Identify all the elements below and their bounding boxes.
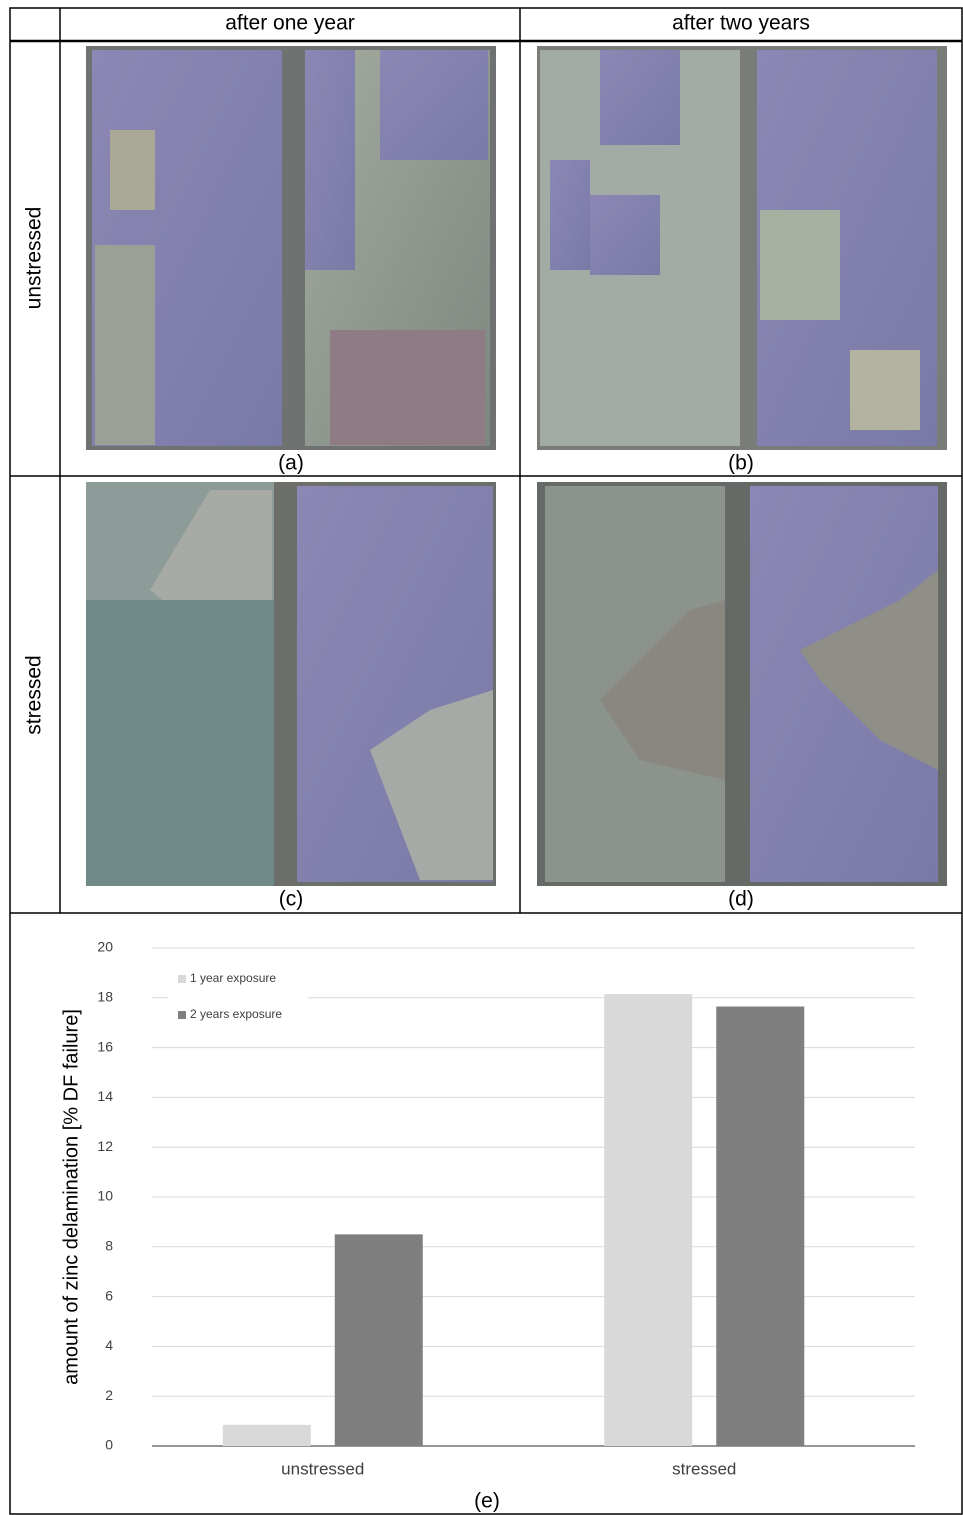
row-header: stressed	[23, 655, 46, 734]
photo	[537, 482, 947, 886]
y-tick-label: 12	[97, 1138, 113, 1154]
bar	[716, 1007, 804, 1446]
caption: (d)	[728, 888, 754, 911]
photo	[537, 46, 947, 450]
row-header: unstressed	[23, 207, 46, 310]
legend-swatch	[178, 1011, 186, 1019]
y-tick-label: 18	[97, 989, 113, 1005]
y-tick-label: 10	[97, 1188, 113, 1204]
y-tick-label: 8	[105, 1238, 113, 1254]
photo	[86, 482, 496, 886]
photo	[86, 46, 496, 450]
y-tick-label: 4	[105, 1337, 113, 1353]
column-header: after two years	[672, 12, 810, 35]
legend-label: 1 year exposure	[190, 971, 276, 985]
y-tick-label: 16	[97, 1038, 113, 1054]
y-tick-label: 2	[105, 1387, 113, 1403]
figure: after one year after two years unstresse…	[0, 0, 963, 1515]
y-tick-label: 0	[105, 1437, 113, 1453]
y-tick-label: 14	[97, 1088, 113, 1104]
caption: (b)	[728, 452, 754, 475]
x-tick-label: unstressed	[281, 1459, 364, 1478]
y-tick-label: 6	[105, 1287, 113, 1303]
caption: (a)	[278, 452, 304, 475]
caption: (c)	[279, 888, 304, 911]
legend-swatch	[178, 975, 186, 983]
caption: (e)	[474, 1490, 500, 1513]
bar	[604, 994, 692, 1446]
y-tick-label: 20	[97, 939, 113, 955]
chart: 0 2 4 6 8 10 12 14 16 18 20 unstressed stressed 1 yea…	[97, 939, 915, 1479]
y-axis-label: amount of zinc delamination [% DF failur…	[60, 1009, 82, 1385]
bar	[335, 1234, 423, 1446]
column-header: after one year	[225, 12, 355, 35]
legend-label: 2 years exposure	[190, 1007, 282, 1021]
bar	[223, 1425, 311, 1446]
x-tick-label: stressed	[672, 1459, 736, 1478]
